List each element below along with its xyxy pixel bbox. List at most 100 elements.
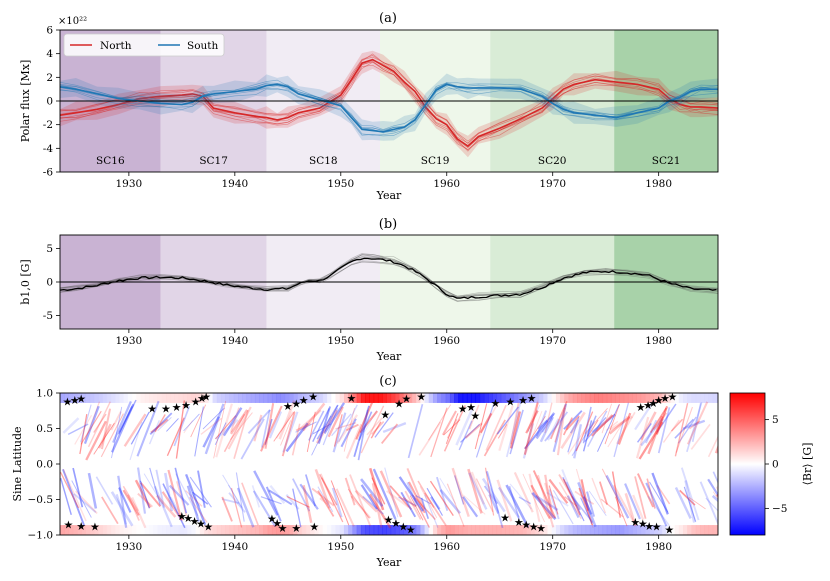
panel-a-xtick-label: 1980 [645,178,672,190]
polarity-reversal-star: ★ [630,516,640,529]
panel-a-ylabel: Polar flux [Mx] [19,60,32,143]
flux-surge-streak [185,473,207,526]
flux-surge-streak [578,487,594,526]
south-polar-cap-cell [547,525,553,535]
flux-surge-streak [229,409,249,435]
flux-surge-streak [474,403,488,450]
flux-surge-streak [327,406,344,438]
flux-surge-streak [546,491,569,507]
flux-surge-streak [426,487,443,516]
panel-c-ytick-label: 1.0 [36,388,53,400]
flux-surge-streak [189,476,212,508]
flux-surge-streak [295,421,317,433]
north-polar-cap-cell [606,393,612,403]
north-polar-cap-cell [513,393,519,403]
flux-surge-streak [635,416,650,459]
colorbar-gradient [729,392,766,536]
series-south-line [60,83,718,133]
flux-surge-streak [197,470,206,508]
south-polar-cap-cell [89,525,95,535]
flux-surge-streak [285,493,300,510]
south-polar-cap-cell [314,525,320,535]
polarity-reversal-star: ★ [398,520,408,533]
flux-surge-streak [567,416,580,453]
flux-surge-streak [475,478,494,513]
south-polar-cap-cell [123,525,129,535]
flux-surge-streak [286,496,310,508]
legend: North South [63,33,225,57]
flux-surge-streak [366,417,383,436]
flux-surge-streak [285,422,309,453]
flux-surge-streak [278,400,296,440]
north-polar-cap-cell [174,393,180,403]
south-polar-cap-cell [666,525,671,535]
north-polar-cap-cell [64,393,70,403]
flux-surge-streak [214,422,227,446]
flux-surge-streak [535,412,556,440]
south-polar-cap-cell [318,525,324,535]
polarity-reversal-star: ★ [536,522,546,535]
north-polar-cap-cell [369,393,375,403]
flux-surge-streak [656,485,671,505]
flux-surge-streak [446,418,458,439]
flux-surge-streak [174,467,188,514]
north-polar-cap-cell [636,393,642,403]
north-polar-cap-cell [149,393,154,403]
flux-surge-streak [204,403,225,455]
south-polar-cap-cell [212,525,218,535]
panel-b-xtick-label: 1940 [221,335,248,347]
north-polar-cap-cell [437,393,443,403]
polarity-reversal-star: ★ [518,394,528,407]
flux-surge-streak [498,405,514,451]
north-polar-cap-cell [242,393,248,403]
flux-surge-streak [84,401,101,440]
flux-surge-streak [186,485,200,522]
flux-surge-streak [600,498,624,518]
flux-surge-streak [532,470,556,519]
b10-realization [60,254,718,298]
flux-surge-streak [580,497,593,524]
polarity-reversal-star: ★ [190,515,200,528]
polarity-reversal-star: ★ [64,518,74,531]
flux-surge-streak [451,467,470,517]
flux-surge-streak [612,484,637,526]
flux-surge-streak [556,407,566,456]
south-polar-cap-cell [509,525,515,535]
flux-surge-streak [111,406,123,459]
north-polar-cap-cell [521,393,527,403]
south-polar-cap-cell [110,525,116,535]
panel-a-ytick-label: 6 [46,25,53,37]
north-polar-cap-cell [191,393,197,403]
north-polar-cap-cell [428,393,434,403]
panel-a-xtick-label: 1960 [433,178,460,190]
flux-surge-streak [130,411,150,445]
south-polar-cap-cell [161,525,167,535]
south-polar-cap-cell [594,525,599,535]
south-polar-cap-cell [615,525,621,535]
panel-c-xtick-label: 1980 [645,541,672,553]
flux-surge-streak [485,404,507,451]
north-polar-cap-cell [598,393,604,403]
flux-surge-streak [523,402,539,455]
south-polar-cap-cell [297,525,303,535]
north-polar-cap-cell [640,393,646,403]
north-polar-cap-cell [199,393,205,403]
north-polar-cap-cell [331,393,337,403]
panel-c-xtick-label: 1960 [433,541,460,553]
south-polar-cap-cell [454,525,460,535]
south-polar-cap-cell [471,525,476,535]
south-polar-cap-cell [428,525,434,535]
flux-surge-streak [604,403,620,445]
flux-surge-streak [264,418,273,445]
flux-surge-streak [424,494,439,528]
south-polar-cap-cell [284,525,290,535]
flux-surge-streak [413,497,430,528]
flux-surge-streak [291,423,301,456]
south-polar-cap-cell [678,525,684,535]
flux-surge-streak [93,422,115,455]
south-polar-cap-cell [500,525,506,535]
south-polar-cap-cell [271,525,277,535]
north-polar-cap-cell [649,393,654,403]
flux-surge-streak [712,491,718,500]
north-polar-cap-cell [695,393,701,403]
